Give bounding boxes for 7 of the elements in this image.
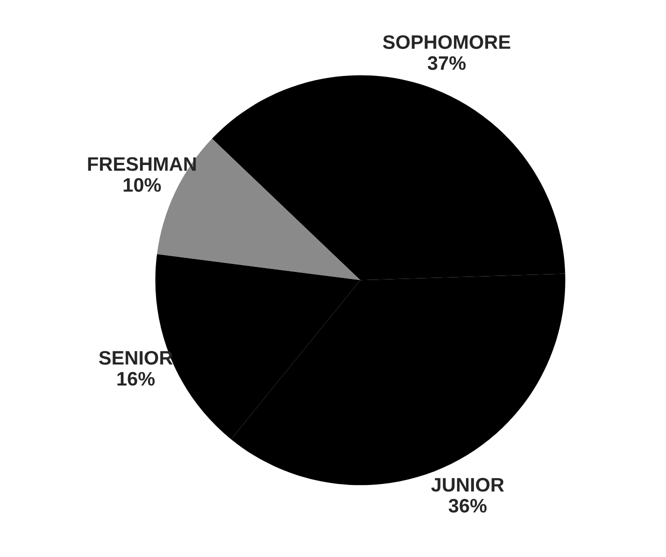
slice-label: JUNIOR	[431, 478, 504, 492]
data-label: 36%	[448, 498, 487, 513]
slice-label: SOPHOMORE	[382, 35, 510, 49]
slice-label: FRESHMAN	[88, 157, 196, 171]
data-label: 37%	[428, 56, 466, 70]
data-label: 10%	[124, 178, 161, 192]
data-label: 16%	[118, 372, 155, 386]
